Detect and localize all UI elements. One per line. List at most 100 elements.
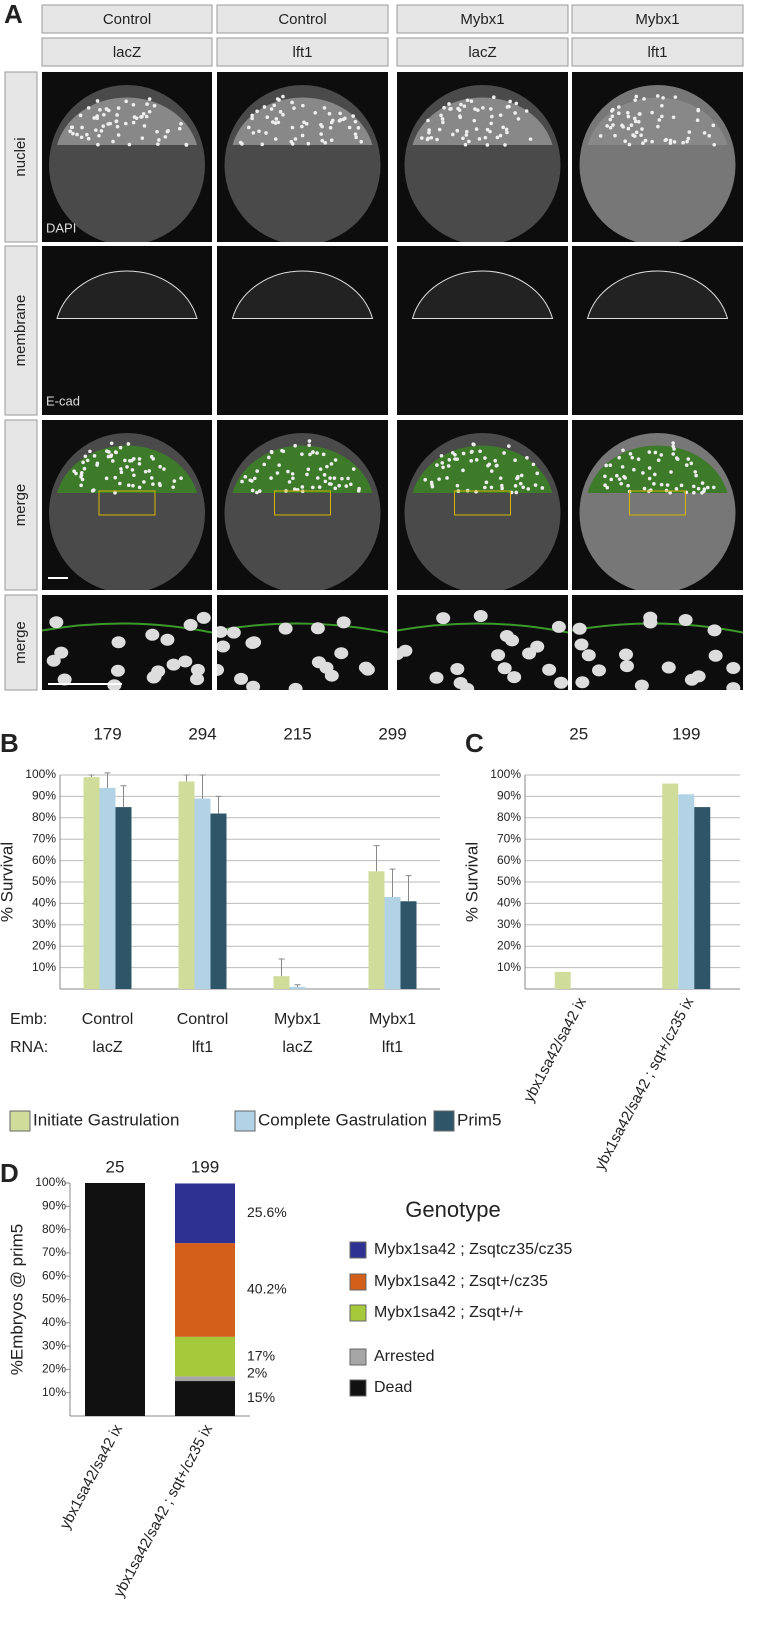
- y-tick-label: 90%: [32, 789, 56, 803]
- nucleus: [271, 120, 275, 124]
- nucleus: [95, 116, 99, 121]
- nucleus: [473, 107, 477, 111]
- nucleus: [528, 137, 533, 141]
- nucleus: [155, 129, 159, 134]
- error-bar: [199, 774, 206, 799]
- y-tick-label: 40%: [32, 896, 56, 910]
- nucleus: [147, 469, 152, 473]
- nucleus: [305, 472, 309, 477]
- header-box: [396, 37, 569, 67]
- nucleus: [669, 470, 673, 474]
- y-tick-label: 70%: [42, 1245, 66, 1259]
- nucleus: [490, 114, 494, 119]
- nucleus: [638, 112, 642, 116]
- nucleus: [615, 473, 619, 478]
- nucleus: [114, 450, 118, 455]
- nucleus: [358, 661, 373, 674]
- y-axis-title: %Embryos @ prim5: [7, 1224, 26, 1375]
- bar-segment: [175, 1243, 235, 1337]
- image-content: [217, 616, 388, 690]
- nucleus: [611, 123, 615, 127]
- image-content: [224, 85, 381, 242]
- nucleus: [605, 485, 610, 490]
- x-tick-label: ybx1sa42/sa42 ; sqt+/cz35 ix: [110, 1421, 216, 1600]
- x-tick-label: Mybx1: [369, 1011, 416, 1028]
- micrograph: [397, 420, 568, 590]
- x-tick-label: Control: [82, 1011, 134, 1028]
- nucleus: [575, 676, 590, 689]
- nucleus: [453, 677, 468, 690]
- image-content: [231, 270, 374, 319]
- nucleus: [663, 138, 668, 143]
- header-box: [41, 37, 213, 67]
- nucleus: [75, 132, 79, 137]
- nucleus: [474, 489, 478, 494]
- nucleus: [726, 682, 741, 690]
- nucleus: [462, 104, 467, 108]
- image-content: [579, 85, 736, 242]
- nucleus: [106, 454, 111, 459]
- error-bar: [294, 984, 301, 987]
- nucleus: [650, 139, 654, 144]
- nucleus: [131, 102, 136, 107]
- y-tick-label: 40%: [42, 1315, 66, 1329]
- micrograph: [217, 72, 388, 242]
- nucleus: [251, 131, 256, 135]
- y-tick-label: 80%: [42, 1222, 66, 1236]
- nucleus: [353, 119, 358, 124]
- nucleus: [130, 468, 135, 472]
- y-tick-label: 20%: [42, 1362, 66, 1376]
- header-emb: Control: [103, 11, 151, 28]
- legend-label: Prim5: [457, 1110, 501, 1129]
- nucleus: [255, 490, 259, 495]
- nucleus: [685, 139, 689, 144]
- nucleus: [469, 99, 474, 104]
- nucleus: [608, 125, 613, 130]
- y-tick-label: 100%: [490, 767, 521, 781]
- nucleus: [322, 473, 327, 477]
- nucleus: [179, 476, 183, 480]
- nucleus: [160, 633, 175, 646]
- nucleus: [519, 473, 524, 478]
- nucleus: [427, 130, 431, 135]
- nucleus: [629, 123, 634, 128]
- nucleus: [111, 636, 126, 649]
- nucleus: [183, 618, 198, 631]
- nucleus: [513, 484, 518, 488]
- nucleus: [492, 95, 496, 100]
- nucleus: [700, 490, 704, 495]
- nucleus: [450, 663, 465, 676]
- nucleus: [505, 634, 520, 647]
- nucleus: [124, 99, 128, 104]
- micrograph: [397, 246, 568, 415]
- row-label: membrane: [12, 295, 29, 367]
- nucleus: [485, 143, 490, 147]
- nucleus: [114, 119, 119, 124]
- micrograph: [42, 246, 212, 415]
- nucleus: [116, 133, 121, 137]
- nucleus: [508, 99, 512, 104]
- nucleus: [461, 136, 465, 141]
- nucleus: [123, 458, 127, 463]
- nucleus: [702, 487, 707, 492]
- nucleus: [423, 477, 428, 482]
- nucleus: [269, 449, 274, 454]
- nucleus: [660, 103, 664, 108]
- x-tick-label: ybx1sa42/sa42 ix: [520, 994, 590, 1105]
- nucleus: [447, 102, 451, 106]
- y-tick-label: 60%: [42, 1268, 66, 1282]
- nucleus: [86, 136, 91, 141]
- nucleus: [157, 138, 161, 142]
- nucleus: [99, 129, 104, 133]
- nucleus: [707, 624, 722, 637]
- panel-letter: D: [0, 1158, 19, 1188]
- image-content: [579, 433, 736, 590]
- nucleus: [311, 656, 326, 669]
- nucleus: [505, 130, 509, 135]
- nucleus: [328, 476, 332, 480]
- nucleus: [427, 128, 431, 132]
- nucleus: [266, 455, 271, 460]
- nucleus: [525, 455, 529, 460]
- nucleus: [311, 450, 315, 455]
- nucleus: [257, 489, 262, 493]
